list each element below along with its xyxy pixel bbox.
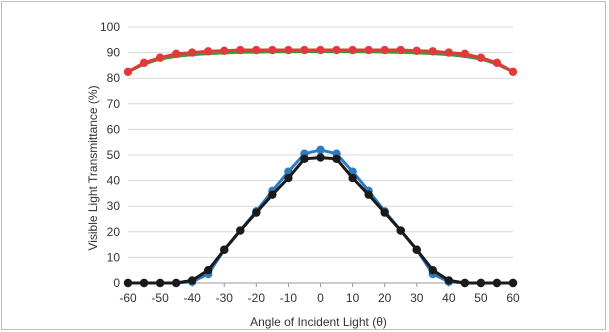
series-2-point: [460, 49, 470, 59]
x-tick-label: 50: [474, 291, 488, 305]
series-2-point: [396, 45, 405, 55]
y-axis-title: Visible Light Transmittance (%): [86, 85, 100, 250]
series-4-point: [316, 153, 325, 162]
series-2-point: [123, 67, 133, 77]
series-4: [123, 153, 518, 288]
series-2-point: [316, 45, 325, 55]
series-2-point: [236, 45, 245, 55]
series-2-point: [155, 53, 165, 62]
series-1-line: [126, 50, 515, 74]
series-2-point: [139, 58, 149, 68]
x-tick-label: 40: [442, 291, 456, 305]
series-2-point: [348, 45, 357, 55]
y-tick-label: 0: [113, 276, 120, 290]
series-3-line: [126, 148, 515, 285]
series-4-point: [252, 208, 261, 217]
series-2-point: [412, 46, 421, 56]
x-tick-label: 20: [378, 291, 392, 305]
series-4-point: [139, 278, 149, 288]
series-4-point: [380, 208, 389, 217]
series-3: [123, 145, 518, 288]
series-2-point: [171, 49, 181, 59]
y-tick-labels: 0 10 20 30 40 50 60 70 80 90 100: [100, 20, 120, 290]
series-2: [123, 45, 518, 77]
series-4-point: [444, 276, 454, 285]
y-tick-label: 50: [107, 148, 121, 162]
y-tick-label: 70: [107, 97, 121, 111]
series-2-point: [476, 53, 486, 62]
series-4-point: [187, 276, 197, 285]
series-4-point: [300, 154, 309, 164]
series-4-point: [492, 278, 502, 288]
series-2-point: [252, 45, 261, 55]
series-2-point: [187, 48, 197, 57]
series-4-point: [204, 266, 213, 275]
y-tick-label: 10: [107, 250, 121, 264]
series-4-point: [284, 173, 293, 183]
series-4-point: [428, 266, 437, 275]
series-4-point: [364, 190, 373, 199]
x-tick-label: -30: [216, 291, 234, 305]
series-4-point: [171, 278, 181, 288]
y-tick-label: 30: [107, 199, 121, 213]
series-2-point: [444, 48, 454, 57]
series-2-point: [380, 45, 389, 55]
series-2-point: [204, 47, 213, 56]
series-2-point: [332, 45, 341, 55]
y-tick-label: 20: [107, 225, 121, 239]
series-2-point: [508, 67, 518, 77]
series-4-point: [220, 245, 229, 254]
series-4-point: [268, 190, 277, 199]
series-2-point: [428, 47, 437, 56]
series-4-point: [396, 226, 405, 235]
series-4-line: [126, 156, 515, 285]
series-2-point: [492, 58, 502, 68]
x-tick-label: 30: [410, 291, 424, 305]
series-2-point: [364, 45, 373, 55]
series-4-point: [236, 226, 245, 235]
y-tick-label: 40: [107, 174, 121, 188]
y-tick-label: 100: [100, 20, 120, 34]
x-tick-label: 10: [346, 291, 360, 305]
y-tick-label: 90: [107, 46, 121, 60]
series-group: [123, 45, 518, 288]
series-4-point: [460, 278, 470, 288]
series-4-point: [348, 173, 357, 183]
series-2-point: [284, 45, 293, 55]
series-4-point: [332, 154, 341, 164]
x-tick-labels: -60 -50 -40 -30 -20 -10 0 10 20 30 40 50 60: [119, 291, 520, 305]
series-2-point: [300, 45, 309, 55]
series-4-point: [476, 278, 486, 288]
series-4-point: [508, 278, 518, 288]
series-1: [126, 50, 515, 74]
y-tick-label: 60: [107, 122, 121, 136]
series-2-point: [268, 45, 277, 55]
y-tick-label: 80: [107, 71, 121, 85]
x-tick-label: -50: [151, 291, 169, 305]
series-2-point: [220, 46, 229, 56]
x-tick-label: -10: [280, 291, 298, 305]
series-3-point: [316, 145, 325, 155]
series-4-point: [123, 278, 133, 288]
x-tick-label: -60: [119, 291, 137, 305]
x-tick-label: 0: [317, 291, 324, 305]
x-tick-label: 60: [506, 291, 520, 305]
x-tick-label: -20: [248, 291, 266, 305]
x-axis-title: Angle of Incident Light (θ): [250, 315, 387, 329]
x-tick-label: -40: [183, 291, 201, 305]
series-4-point: [412, 245, 421, 254]
series-4-point: [155, 278, 165, 288]
